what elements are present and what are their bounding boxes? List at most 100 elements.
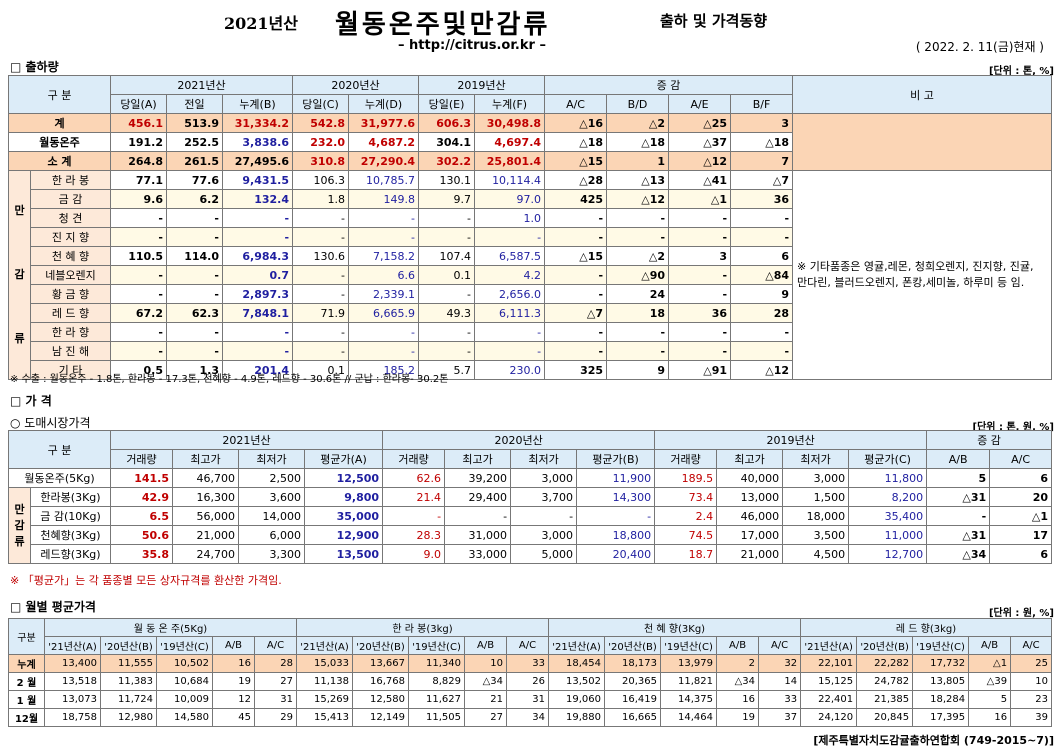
table-row: 천혜향(3Kg) 50.6 21,000 6,000 12,900 28.3 31,000 3… [9, 525, 1052, 545]
table-cell: 10,114.4 [474, 170, 546, 190]
column-header: '20년산(B) [604, 636, 662, 655]
table-cell: 3,300 [238, 544, 305, 564]
table-cell: 11,821 [660, 672, 718, 691]
table-cell: - [292, 341, 350, 361]
table-cell: 264.8 [110, 151, 167, 171]
table-cell: 19 [716, 708, 760, 727]
table-cell: 23 [1010, 690, 1052, 709]
row-label: 레드향(3Kg) [30, 544, 111, 564]
table-cell: - [474, 227, 546, 247]
table-cell: △12 [606, 189, 670, 209]
table-cell: 71.9 [292, 303, 350, 323]
table-cell: 20,845 [856, 708, 914, 727]
table-cell: 16,768 [352, 672, 410, 691]
table-row: 계 456.1 513.9 31,334.2 542.8 31,977.6 606.3 30,… [8, 113, 1052, 171]
table-cell: 542.8 [292, 113, 350, 133]
table-cell: 3 [668, 246, 732, 266]
table-cell: 6,665.9 [348, 303, 420, 323]
table-cell: - [668, 341, 732, 361]
table-cell: 34 [506, 708, 550, 727]
column-header: '21년산(A) [800, 636, 858, 655]
table-cell: - [221, 208, 294, 228]
table-cell: 10,009 [156, 690, 213, 709]
table-cell: 6,984.3 [221, 246, 294, 266]
table-cell: - [926, 506, 991, 526]
site-url[interactable]: – http://citrus.or.kr – [398, 38, 546, 53]
column-header: 2020년산 [292, 75, 420, 95]
table-row: 기 타 0.5 1.3 201.4 0.1 185.2 5.7 230.0 325 9 △91 △12 [9, 360, 1052, 380]
table-cell: 17,395 [912, 708, 970, 727]
table-cell: 15,413 [296, 708, 354, 727]
table-cell: 14,300 [576, 487, 656, 507]
row-label: 월동온주 [8, 132, 111, 152]
column-header: A/B [464, 636, 508, 655]
table-cell: 513.9 [166, 113, 223, 133]
table-cell: 14,464 [660, 708, 718, 727]
table-cell: 11,340 [408, 654, 466, 673]
table-cell: - [166, 284, 223, 304]
table-row: 월동온주(5Kg) 141.5 46,700 2,500 12,500 62.6 39,20… [8, 468, 1052, 488]
table-cell: 27,495.6 [221, 151, 294, 171]
table-cell: - [382, 506, 446, 526]
table-cell: 27,290.4 [348, 151, 420, 171]
table-header-row: 구 분 2021년산 2020년산 2019년산 증 감 [8, 430, 1052, 469]
row-label: 계 [8, 113, 111, 133]
table-cell: 28 [730, 303, 794, 323]
table-cell: 16 [212, 654, 255, 673]
table-cell: △84 [730, 265, 794, 285]
table-cell: 12,900 [303, 525, 384, 545]
table-cell: 62.3 [166, 303, 223, 323]
table-cell: 0.1 [292, 360, 350, 380]
table-cell: 13,502 [548, 672, 606, 691]
report-date: ( 2022. 2. 11(금)현재 ) [915, 40, 1044, 54]
table-cell: - [668, 265, 732, 285]
table-cell: 3 [730, 113, 794, 133]
table-subheader-row: '21년산(A) '20년산(B) '19년산(C) A/B A/C '21년산(A) '2… [9, 636, 1052, 655]
table-cell: 130.6 [292, 246, 350, 266]
table-cell: - [110, 265, 167, 285]
table-cell: △16 [544, 113, 608, 133]
table-cell: 10 [464, 654, 508, 673]
table-cell: 74.5 [654, 525, 718, 545]
column-header: 증 감 [544, 75, 794, 95]
table-cell: 6 [989, 544, 1052, 564]
table-cell: 6,000 [238, 525, 305, 545]
table-cell: △1 [989, 506, 1052, 526]
row-label: 한라봉(3Kg) [30, 487, 111, 507]
table-cell: 20,400 [576, 544, 656, 564]
table-cell: 2 [716, 654, 760, 673]
table-cell: 10,502 [156, 654, 213, 673]
table-cell: - [110, 341, 167, 361]
table-cell: - [418, 227, 476, 247]
table-cell: - [221, 341, 294, 361]
table-cell: 7,158.2 [348, 246, 420, 266]
table-cell: 31,977.6 [348, 113, 420, 133]
table-cell: 325 [544, 360, 608, 380]
category-char: 류 [14, 332, 25, 345]
table-cell: 0.1 [418, 265, 476, 285]
table-cell: 33 [758, 690, 802, 709]
table-cell: 11,900 [576, 468, 656, 488]
table-cell: 310.8 [292, 151, 350, 171]
column-header: 누계(F) [474, 94, 546, 114]
table-cell: 1.0 [474, 208, 546, 228]
table-cell: 18,284 [912, 690, 970, 709]
table-cell: 9 [606, 360, 670, 380]
table-cell: △7 [544, 303, 608, 323]
table-cell: 15,269 [296, 690, 354, 709]
table-cell: 31,334.2 [221, 113, 294, 133]
table-cell: 36 [730, 189, 794, 209]
table-cell: 15,125 [800, 672, 858, 691]
column-header: 최저가 [782, 449, 850, 469]
table-cell: 10,684 [156, 672, 213, 691]
table-header-row: 구분 월 동 온 주(5Kg) 한 라 봉(3kg) 천 혜 향(3Kg) 레 드 향(… [8, 618, 1052, 655]
table-cell: 6,111.3 [474, 303, 546, 323]
column-header: '21년산(A) [548, 636, 606, 655]
row-label: 청 견 [30, 208, 111, 228]
table-cell: 11,000 [848, 525, 928, 545]
table-cell: 18,800 [576, 525, 656, 545]
table-cell: 6,587.5 [474, 246, 546, 266]
table-cell: △41 [668, 170, 732, 190]
